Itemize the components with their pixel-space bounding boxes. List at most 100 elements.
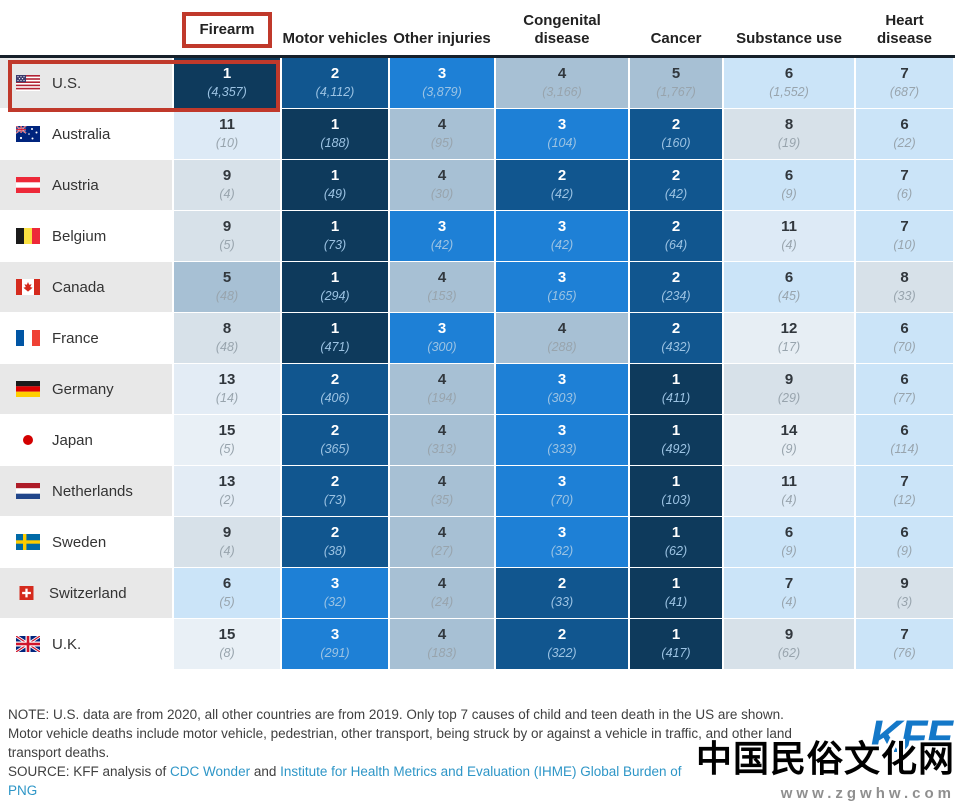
country-label-se: Sweden [0,517,172,567]
rank-cell: 2 (160) [630,109,722,159]
rank-cell: 7 (76) [856,619,953,669]
death-count: (4) [219,187,235,201]
rank-value: 8 [222,320,232,337]
rank-cell: 2 (432) [630,313,722,363]
country-name: Australia [52,125,111,143]
rank-cell: 9 (4) [174,517,280,567]
png-line: PNG [8,781,908,800]
death-count: (62) [777,646,801,660]
column-header-label: Substance use [736,30,842,47]
rank-value: 3 [437,320,447,337]
rank-cell: 8 (48) [174,313,280,363]
rank-cell: 4 (183) [390,619,494,669]
death-count: (6) [896,187,913,201]
rank-value: 15 [218,626,236,643]
death-count: (9) [781,442,797,456]
rank-cell: 2 (322) [496,619,628,669]
rank-value: 1 [330,269,340,286]
au-flag-icon [16,126,40,142]
rank-value: 3 [557,116,567,133]
death-count: (103) [661,493,691,507]
death-count: (48) [215,289,239,303]
nl-flag-icon [16,483,40,499]
rank-cell: 1 (103) [630,466,722,516]
death-count: (234) [661,289,691,303]
rank-value: 5 [222,269,232,286]
country-label-at: Austria [0,160,172,210]
rank-value: 1 [330,116,340,133]
rank-value: 2 [557,626,567,643]
column-header-other-injuries: Other injuries [390,30,494,55]
fr-flag-icon [16,330,40,346]
rank-cell: 2 (365) [282,415,388,465]
rank-cell: 3 (32) [496,517,628,567]
rank-value: 3 [557,524,567,541]
ihme-link[interactable]: Institute for Health Metrics and Evaluat… [280,764,682,779]
country-label-fr: France [0,313,172,363]
rank-value: 1 [671,371,681,388]
rank-cell: 1 (62) [630,517,722,567]
death-count: (42) [430,238,454,252]
png-link[interactable]: PNG [8,783,38,798]
rank-value: 4 [437,473,447,490]
country-name: Japan [52,431,93,449]
rank-value: 6 [784,524,794,541]
death-count: (432) [661,340,691,354]
rank-cell: 11 (4) [724,466,854,516]
rank-cell: 6 (70) [856,313,953,363]
rank-cell: 2 (33) [496,568,628,618]
rank-cell: 6 (9) [724,160,854,210]
death-count: (313) [427,442,457,456]
death-count: (27) [430,544,454,558]
rank-value: 7 [784,575,794,592]
source-line: SOURCE: KFF analysis of CDC Wonder and I… [8,762,908,781]
death-count: (42) [550,238,574,252]
death-count: (3,879) [422,85,462,99]
rank-value: 9 [784,371,794,388]
rank-value: 2 [671,116,681,133]
rank-value: 3 [557,473,567,490]
rank-cell: 2 (38) [282,517,388,567]
rank-value: 2 [671,269,681,286]
death-count: (41) [664,595,688,609]
cdc-wonder-link[interactable]: CDC Wonder [170,764,251,779]
death-count: (471) [320,340,350,354]
death-count: (62) [664,544,688,558]
rank-cell: 9 (5) [174,211,280,261]
rank-value: 2 [671,320,681,337]
rank-value: 2 [330,473,340,490]
rank-cell: 1 (73) [282,211,388,261]
rank-cell: 1 (471) [282,313,388,363]
rank-cell: 3 (303) [496,364,628,414]
death-count: (160) [661,136,691,150]
death-count: (10) [893,238,916,252]
death-count: (29) [777,391,801,405]
death-count: (73) [323,493,347,507]
country-label-ch: Switzerland [0,568,172,618]
column-header-cancer: Cancer [630,30,722,55]
rank-cell: 6 (1,552) [724,58,854,108]
death-count: (294) [320,289,350,303]
rank-cell: 6 (9) [856,517,953,567]
rank-cell: 1 (492) [630,415,722,465]
country-name: Sweden [52,533,107,551]
ca-flag-icon [16,279,40,295]
death-count: (4) [781,493,797,507]
rank-value: 1 [671,575,681,592]
rank-cell: 1 (49) [282,160,388,210]
rank-value: 4 [437,167,447,184]
rank-cell: 3 (42) [390,211,494,261]
rank-cell: 9 (29) [724,364,854,414]
death-count: (291) [320,646,350,660]
rank-cell: 5 (1,767) [630,58,722,108]
country-name: Austria [52,176,99,194]
rank-value: 3 [557,422,567,439]
uk-flag-icon [16,636,40,652]
kff-logo: KFF [869,711,953,762]
rank-value: 2 [330,524,340,541]
death-count: (303) [547,391,577,405]
death-count: (183) [427,646,457,660]
rank-cell: 11 (4) [724,211,854,261]
rank-value: 9 [222,218,232,235]
